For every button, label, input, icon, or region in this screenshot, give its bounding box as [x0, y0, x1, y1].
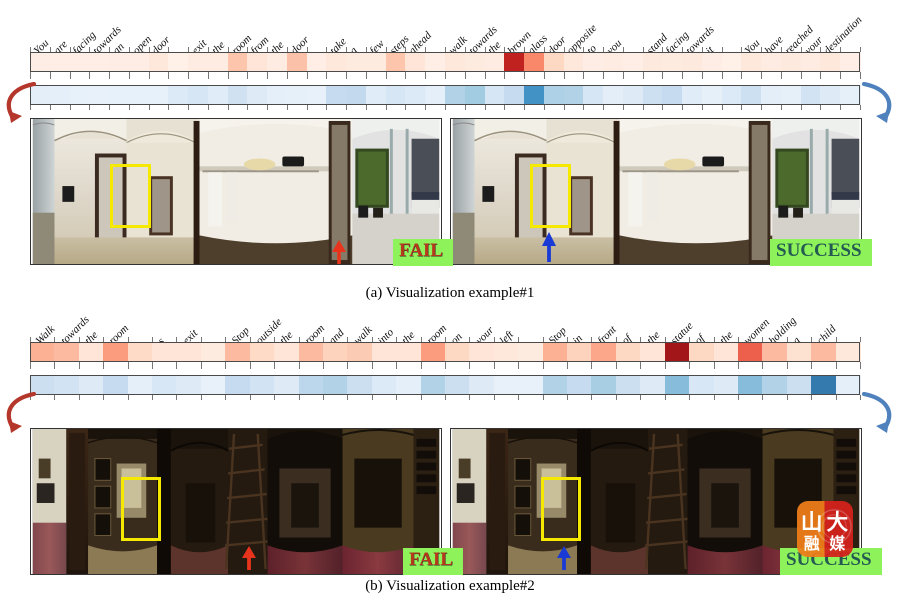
- svg-text:大: 大: [826, 509, 848, 534]
- svg-text:媒: 媒: [829, 534, 845, 553]
- svg-text:山: 山: [801, 509, 823, 534]
- svg-text:融: 融: [804, 535, 820, 553]
